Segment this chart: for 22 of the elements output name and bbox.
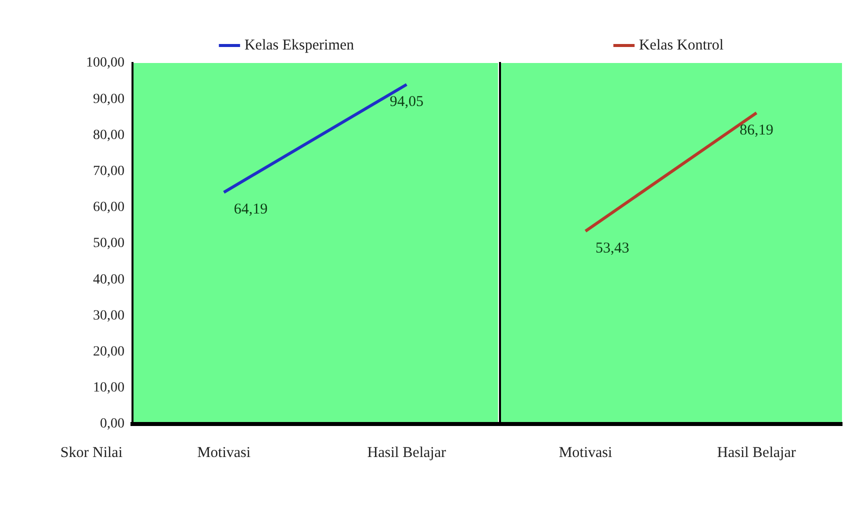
x-tick-label: Motivasi (197, 444, 251, 461)
data-label: 53,43 (596, 240, 630, 257)
y-tick-label: 50,00 (93, 236, 124, 252)
y-tick-label: 70,00 (93, 164, 124, 179)
data-label: 94,05 (390, 94, 424, 110)
legend-label: Kelas Kontrol (638, 37, 724, 54)
y-tick-label: 40,00 (93, 272, 124, 288)
y-tick-label: 20,00 (93, 344, 124, 360)
legend-label: Kelas Eksperimen (244, 37, 355, 54)
x-tick-label: Hasil Belajar (367, 444, 446, 461)
y-tick-label: 80,00 (93, 128, 124, 143)
y-tick-label: 10,00 (93, 380, 124, 396)
text: Skor Nilai (60, 444, 122, 461)
data-label: 64,19 (234, 202, 268, 218)
y-tick-label: 60,00 (93, 200, 124, 216)
y-tick-label: 100,00 (86, 56, 124, 71)
y-tick-label: 30,00 (93, 308, 124, 324)
y-tick-label: 0,00 (100, 416, 124, 432)
data-label: 86,19 (740, 122, 774, 138)
x-tick-label: Motivasi (558, 444, 612, 461)
y-tick-label: 90,00 (93, 92, 124, 107)
x-tick-label: Hasil Belajar (717, 444, 796, 461)
